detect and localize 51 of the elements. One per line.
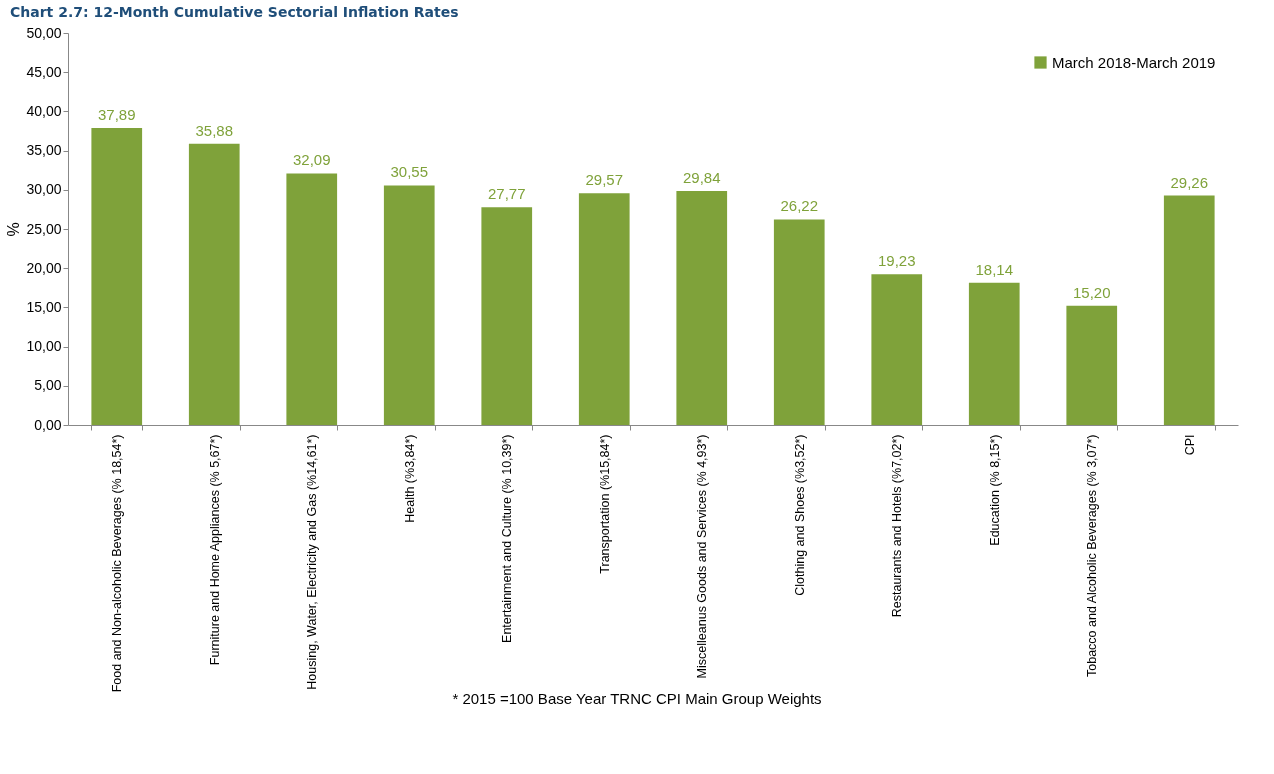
data-label: 29,26 [1170,173,1209,191]
bar [286,173,338,425]
data-label: 35,88 [195,121,234,139]
x-tick-label: CPI [1182,434,1197,456]
bar [481,207,533,425]
data-label: 15,20 [1072,283,1111,301]
bar [676,191,728,425]
bar [773,219,825,425]
bar [1163,195,1215,425]
y-tick-label: 15,00 [26,298,62,315]
data-label: 19,23 [877,252,916,270]
bar [578,193,630,425]
x-tick-label: Health (%3,84*) [402,434,417,523]
x-tick-label: Entertainment and Culture (% 10,39*) [500,434,515,643]
x-tick-label: Education (% 8,15*) [987,434,1002,546]
data-label: 32,09 [292,151,331,169]
x-tick-label: Restaurants and Hotels (%7,02*) [890,434,905,618]
data-label: 18,14 [975,260,1014,278]
text: * 2015 =100 Base Year TRNC CPI Main Group Weights [452,690,822,707]
y-tick-label: 45,00 [26,63,62,80]
y-tick-label: 10,00 [26,338,62,355]
bar [871,274,923,425]
y-tick-label: 40,00 [26,102,62,119]
y-tick-label: 35,00 [26,142,62,159]
data-label: 27,77 [487,185,526,203]
data-label: 37,89 [97,105,136,123]
x-tick-label: Transportation (%15,84*) [597,434,612,574]
x-tick-label: Furniture and Home Appliances (% 5,67*) [207,434,222,666]
data-label: 30,55 [390,163,429,181]
x-tick-label: Housing, Water, Electricity and Gas (%14,61*) [305,434,320,690]
y-tick-label: 30,00 [26,181,62,198]
chart-title: Chart 2.7: 12-Month Cumulative Sectorial Inflation Rates [9,3,460,20]
y-tick-label: 5,00 [34,377,62,394]
x-tick-label: Clothing and Shoes (%3,52*) [792,434,807,596]
y-tick-label: 25,00 [26,220,62,237]
x-tick-label: Tobacco and Alcoholic Beverages (% 3,07*) [1085,434,1100,678]
bar [188,143,240,425]
data-label: 29,84 [682,169,721,187]
x-tick-label: Miscelleanus Goods and Services (% 4,93*) [695,434,710,679]
y-axis-title: % [5,222,23,237]
data-label: 29,57 [585,171,624,189]
bar [383,185,435,425]
bar [968,282,1020,425]
x-tick-label: Food and Non-alcoholic Beverages (% 18,54*) [110,434,125,693]
y-tick-label: 0,00 [34,416,62,433]
legend-label: March 2018-March 2019 [1052,53,1216,71]
y-tick-label: 20,00 [26,259,62,276]
bar [1066,305,1118,425]
data-label: 26,22 [780,197,819,215]
y-tick-label: 50,00 [26,24,62,41]
bar [91,127,143,425]
